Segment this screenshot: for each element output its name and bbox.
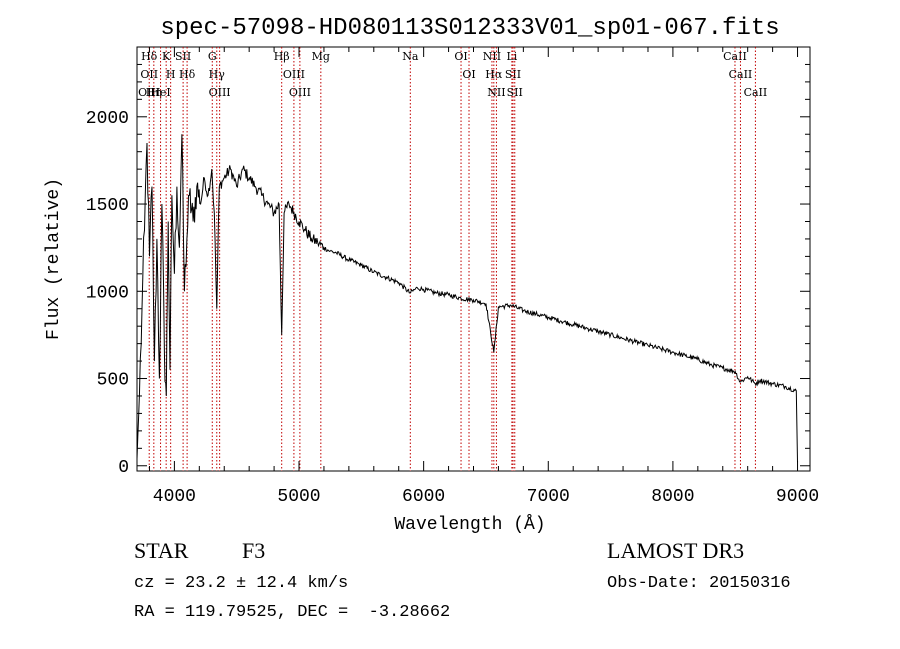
line-marker-label: OI (462, 68, 475, 81)
line-marker-label: Hα (485, 68, 503, 81)
line-marker-label: G (208, 50, 217, 63)
x-tick-label: 6000 (402, 487, 445, 507)
line-marker-label: H (166, 68, 176, 81)
axis-ticks: 4000 5000 6000 7000 8000 9000 0 500 1000 1500 2000 (86, 47, 819, 507)
line-marker-label: CaII (729, 68, 753, 81)
line-marker-label: Mg (312, 50, 330, 63)
line-marker-label: CaII (723, 50, 747, 63)
line-marker-label: OII (140, 68, 158, 81)
plot-frame (136, 46, 811, 472)
line-marker-label: Hβ (274, 50, 290, 63)
x-tick-label: 5000 (277, 487, 320, 507)
object-class: STAR (134, 538, 189, 563)
y-axis-label: Flux (relative) (44, 178, 64, 340)
line-marker-label: Hδ (141, 50, 158, 63)
flux-series-line (136, 134, 798, 463)
line-marker-label: Hη (146, 86, 162, 99)
line-marker-label: CaII (744, 86, 768, 99)
line-marker-label: HeI (150, 86, 170, 99)
coords-line: RA = 119.79525, DEC = -3.28662 (134, 603, 451, 622)
y-tick-label: 500 (97, 371, 129, 391)
line-marker-label: OI (454, 50, 467, 63)
y-tick-label: 1000 (86, 283, 129, 303)
line-marker-label: SII (505, 68, 521, 81)
line-marker-label: K (162, 50, 171, 63)
y-tick-label: 0 (118, 458, 129, 478)
line-marker-label: Hγ (209, 68, 226, 81)
line-markers: HδOIIOIIIHηHeIKHSIIHδGHγOIIIHβOIIIOIIIMg… (138, 47, 767, 471)
survey-name: LAMOST DR3 (607, 538, 745, 563)
redshift-line: cz = 23.2 ± 12.4 km/s (134, 574, 349, 593)
object-subclass: F3 (242, 538, 266, 563)
line-marker-label: SII (175, 50, 191, 63)
chart-title: spec-57098-HD080113S012333V01_sp01-067.f… (160, 15, 779, 42)
line-marker-label: Hδ (179, 68, 196, 81)
x-tick-label: 7000 (527, 487, 570, 507)
line-marker-label: OIII (209, 86, 231, 99)
obs-date-line: Obs-Date: 20150316 (607, 574, 791, 593)
line-marker-label: OIII (289, 86, 311, 99)
line-marker-label: NII (487, 86, 505, 99)
x-axis-label: Wavelength (Å) (394, 514, 545, 535)
line-marker-label: NII (483, 50, 501, 63)
x-tick-label: 4000 (153, 487, 196, 507)
line-marker-label: Li (506, 50, 517, 63)
line-marker-label: OIII (283, 68, 305, 81)
line-marker-label: SII (507, 86, 523, 99)
y-tick-label: 2000 (86, 109, 129, 129)
x-tick-label: 8000 (651, 487, 694, 507)
y-tick-label: 1500 (86, 196, 129, 216)
line-marker-label: Na (402, 50, 419, 63)
x-tick-label: 9000 (776, 487, 819, 507)
line-marker-label: OIII (138, 86, 160, 99)
